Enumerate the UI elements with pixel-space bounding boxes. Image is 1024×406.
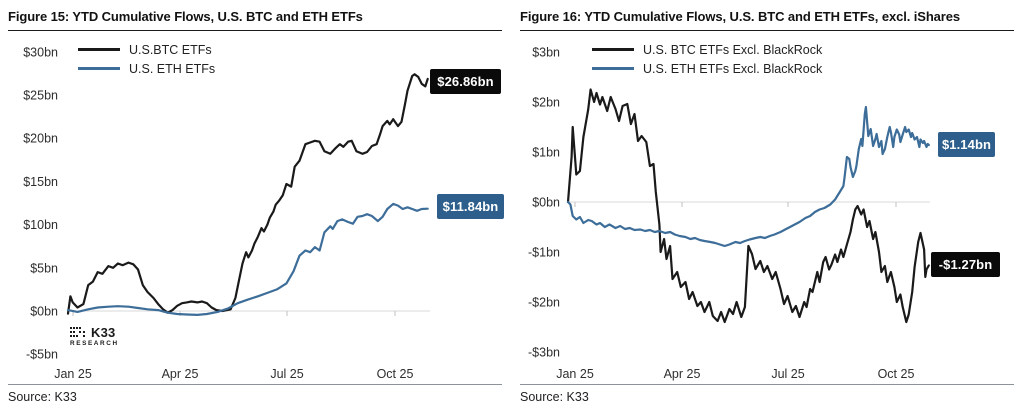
k33-dots-icon bbox=[70, 326, 85, 337]
btc-legend-line-swatch bbox=[592, 48, 634, 51]
legend-item: U.S.BTC ETFs bbox=[78, 42, 215, 57]
x-axis-tick-label: Jul 25 bbox=[771, 367, 804, 381]
chart-area: Jan 25 Apr 25 Jul 25 Oct 25 $30bn $25bn $20bn $… bbox=[8, 31, 504, 384]
line-chart-canvas: Jan 25 Apr 25 Jul 25 Oct 25 $30bn $25bn $20bn $… bbox=[23, 45, 430, 381]
y-axis-tick-label: $20bn bbox=[23, 132, 58, 146]
source-label: Source: K33 bbox=[520, 390, 589, 404]
line-chart-canvas: Jan 25 Apr 25 Jul 25 Oct 25 $3bn $2bn $1bn $0bn… bbox=[528, 46, 930, 381]
eth-end-value-badge: $11.84bn bbox=[437, 194, 504, 219]
x-axis-tick-label: Jan 25 bbox=[556, 367, 594, 381]
y-axis-tick-label: $5bn bbox=[30, 261, 58, 275]
y-axis-tick-label: $0bn bbox=[30, 305, 58, 319]
y-axis-tick-label: -$5bn bbox=[26, 348, 58, 362]
k33-brand-text: K33 bbox=[91, 325, 116, 340]
btc-end-value-badge: -$1.27bn bbox=[931, 252, 1000, 277]
figure-16-panel: Figure 16: YTD Cumulative Flows, U.S. BT… bbox=[512, 0, 1024, 405]
legend-item: U.S. BTC ETFs Excl. BlackRock bbox=[592, 42, 822, 57]
k33-research-logo: K33 RESEARCH bbox=[70, 326, 119, 347]
series-line-eth bbox=[566, 105, 930, 248]
series-line-btc bbox=[66, 73, 429, 315]
btc-end-value-badge: $26.86bn bbox=[430, 69, 501, 94]
y-axis-tick-label: $0bn bbox=[532, 196, 560, 210]
x-axis-tick-label: Jan 25 bbox=[54, 367, 92, 381]
chart-area: Jan 25 Apr 25 Jul 25 Oct 25 $3bn $2bn $1bn $0bn… bbox=[520, 31, 1014, 384]
legend-label: U.S. BTC ETFs Excl. BlackRock bbox=[643, 42, 823, 57]
y-axis-tick-label: $10bn bbox=[23, 218, 58, 232]
y-axis-tick-label: -$3bn bbox=[528, 346, 560, 360]
figure-15-panel: Figure 15: YTD Cumulative Flows, U.S. BT… bbox=[0, 0, 512, 405]
y-axis-tick-label: $1bn bbox=[532, 146, 560, 160]
legend-item: U.S. ETH ETFs bbox=[78, 61, 215, 76]
chart-legend: U.S. BTC ETFs Excl. BlackRock U.S. ETH E… bbox=[592, 42, 822, 76]
y-axis-tick-label: -$1bn bbox=[528, 246, 560, 260]
series-line-btc bbox=[566, 88, 930, 324]
x-axis-tick-label: Apr 25 bbox=[664, 367, 701, 381]
btc-legend-line-swatch bbox=[78, 48, 120, 51]
eth-legend-line-swatch bbox=[592, 67, 634, 70]
eth-end-value-badge: $1.14bn bbox=[938, 132, 995, 157]
source-row: Source: K33 bbox=[520, 384, 1014, 406]
series-line-eth bbox=[66, 202, 429, 316]
page-title: Figure 16: YTD Cumulative Flows, U.S. BT… bbox=[520, 8, 1014, 31]
y-axis-tick-label: $30bn bbox=[23, 45, 58, 59]
x-axis-tick-label: Oct 25 bbox=[878, 367, 915, 381]
x-axis-tick-label: Oct 25 bbox=[377, 367, 414, 381]
y-axis-tick-label: -$2bn bbox=[528, 296, 560, 310]
legend-item: U.S. ETH ETFs Excl. BlackRock bbox=[592, 61, 822, 76]
x-axis-tick-label: Jul 25 bbox=[270, 367, 303, 381]
legend-label: U.S. ETH ETFs bbox=[129, 61, 216, 76]
chart-legend: U.S.BTC ETFs U.S. ETH ETFs bbox=[78, 42, 215, 76]
source-label: Source: K33 bbox=[8, 390, 77, 404]
eth-legend-line-swatch bbox=[78, 67, 120, 70]
source-row: Source: K33 bbox=[8, 384, 502, 406]
legend-label: U.S.BTC ETFs bbox=[129, 42, 212, 57]
x-axis-tick-label: Apr 25 bbox=[162, 367, 199, 381]
legend-label: U.S. ETH ETFs Excl. BlackRock bbox=[643, 61, 823, 76]
y-axis-tick-label: $2bn bbox=[532, 96, 560, 110]
k33-research-text: RESEARCH bbox=[70, 340, 119, 347]
y-axis-tick-label: $3bn bbox=[532, 46, 560, 60]
y-axis-tick-label: $25bn bbox=[23, 89, 58, 103]
y-axis-tick-label: $15bn bbox=[23, 175, 58, 189]
page-title: Figure 15: YTD Cumulative Flows, U.S. BT… bbox=[8, 8, 502, 31]
